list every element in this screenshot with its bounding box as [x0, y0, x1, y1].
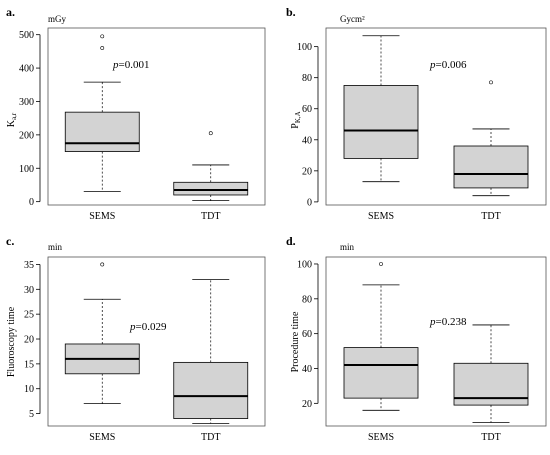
- panel-2: b. Gycm² PK,A 0 20 40 60 80 100 SEMS TDT p=0.006: [286, 5, 547, 222]
- y-axis-label: Fluoroscopy time: [6, 306, 17, 377]
- unit-label: Gycm²: [340, 14, 365, 24]
- y-tick-label: 20: [24, 335, 34, 346]
- outlier-point: [100, 34, 105, 39]
- box-sems: SEMS: [64, 262, 140, 443]
- panel-letter: a.: [6, 5, 15, 19]
- y-tick-label: 100: [297, 259, 312, 270]
- x-category-label: SEMS: [89, 432, 115, 443]
- iqr-box: [453, 145, 529, 189]
- box-sems: SEMS: [64, 34, 140, 222]
- panel-letter: d.: [286, 234, 296, 248]
- y-tick-label: 80: [302, 73, 312, 84]
- y-tick-label: 0: [29, 197, 34, 208]
- outlier-point: [489, 80, 493, 85]
- y-axis-label: PK,A: [290, 111, 302, 128]
- box-tdt: TDT: [453, 324, 529, 443]
- box-tdt: TDT: [173, 131, 249, 222]
- iqr-box: [173, 181, 249, 196]
- y-tick-label: 40: [302, 135, 312, 146]
- x-category-label: SEMS: [368, 432, 394, 443]
- plot-frame: [47, 27, 266, 206]
- iqr-box: [343, 347, 419, 399]
- y-tick-label: 25: [24, 310, 34, 321]
- panel-letter: b.: [286, 5, 296, 19]
- p-value-annotation: p=0.001: [112, 59, 149, 71]
- y-tick-label: 100: [19, 164, 34, 175]
- p-value-annotation: p=0.006: [429, 59, 467, 71]
- plot-frame: [325, 27, 547, 206]
- x-category-label: TDT: [201, 211, 220, 222]
- panel-letter: c.: [6, 234, 14, 248]
- box-sems: SEMS: [343, 262, 419, 443]
- iqr-box: [173, 361, 249, 419]
- plot-frame: [47, 256, 266, 427]
- x-category-label: TDT: [481, 432, 500, 443]
- box-sems: SEMS: [343, 35, 419, 222]
- x-category-label: TDT: [201, 432, 220, 443]
- iqr-box: [343, 85, 419, 159]
- panel-1: a. mGy Ka,r 0 100 200 300 400 500 SEMS TDT p=0.001: [6, 5, 266, 222]
- y-tick-label: 500: [19, 30, 34, 41]
- plot-frame: [325, 256, 547, 427]
- y-tick-label: 80: [302, 294, 312, 305]
- y-tick-label: 20: [302, 166, 312, 177]
- outlier-point: [208, 131, 213, 136]
- panel-4: d. min Procedure time 20 40 60 80 100 SEMS TDT p=0…: [286, 234, 547, 443]
- x-category-label: SEMS: [368, 211, 394, 222]
- outlier-point: [379, 262, 383, 266]
- x-category-label: TDT: [481, 211, 500, 222]
- y-tick-label: 200: [19, 130, 34, 141]
- outlier-point: [100, 46, 105, 50]
- p-value-annotation: p=0.029: [129, 321, 167, 333]
- x-category-label: SEMS: [89, 211, 115, 222]
- y-tick-label: 35: [24, 260, 34, 271]
- box-tdt: TDT: [453, 80, 529, 222]
- y-tick-label: 0: [307, 197, 312, 208]
- unit-label: min: [48, 242, 63, 252]
- unit-label: min: [340, 242, 355, 252]
- iqr-box: [64, 111, 140, 152]
- y-tick-label: 5: [29, 409, 34, 420]
- y-tick-label: 40: [302, 364, 312, 375]
- y-tick-label: 60: [302, 104, 312, 115]
- y-tick-label: 10: [24, 384, 34, 395]
- y-tick-label: 400: [19, 64, 34, 75]
- panel-3: c. min Fluoroscopy time 5 10 15 20 25 30 35 SEMS TD…: [6, 234, 266, 443]
- y-tick-label: 100: [297, 42, 312, 53]
- p-value-annotation: p=0.238: [429, 316, 467, 328]
- y-axis-label: Ka,r: [6, 112, 18, 127]
- unit-label: mGy: [48, 14, 67, 24]
- box-tdt: TDT: [173, 278, 249, 443]
- y-tick-label: 300: [19, 97, 34, 108]
- y-tick-label: 15: [24, 359, 34, 370]
- y-axis-label: Procedure time: [290, 311, 301, 372]
- y-tick-label: 20: [302, 399, 312, 410]
- outlier-point: [100, 262, 105, 267]
- y-tick-label: 60: [302, 329, 312, 340]
- y-tick-label: 30: [24, 285, 34, 296]
